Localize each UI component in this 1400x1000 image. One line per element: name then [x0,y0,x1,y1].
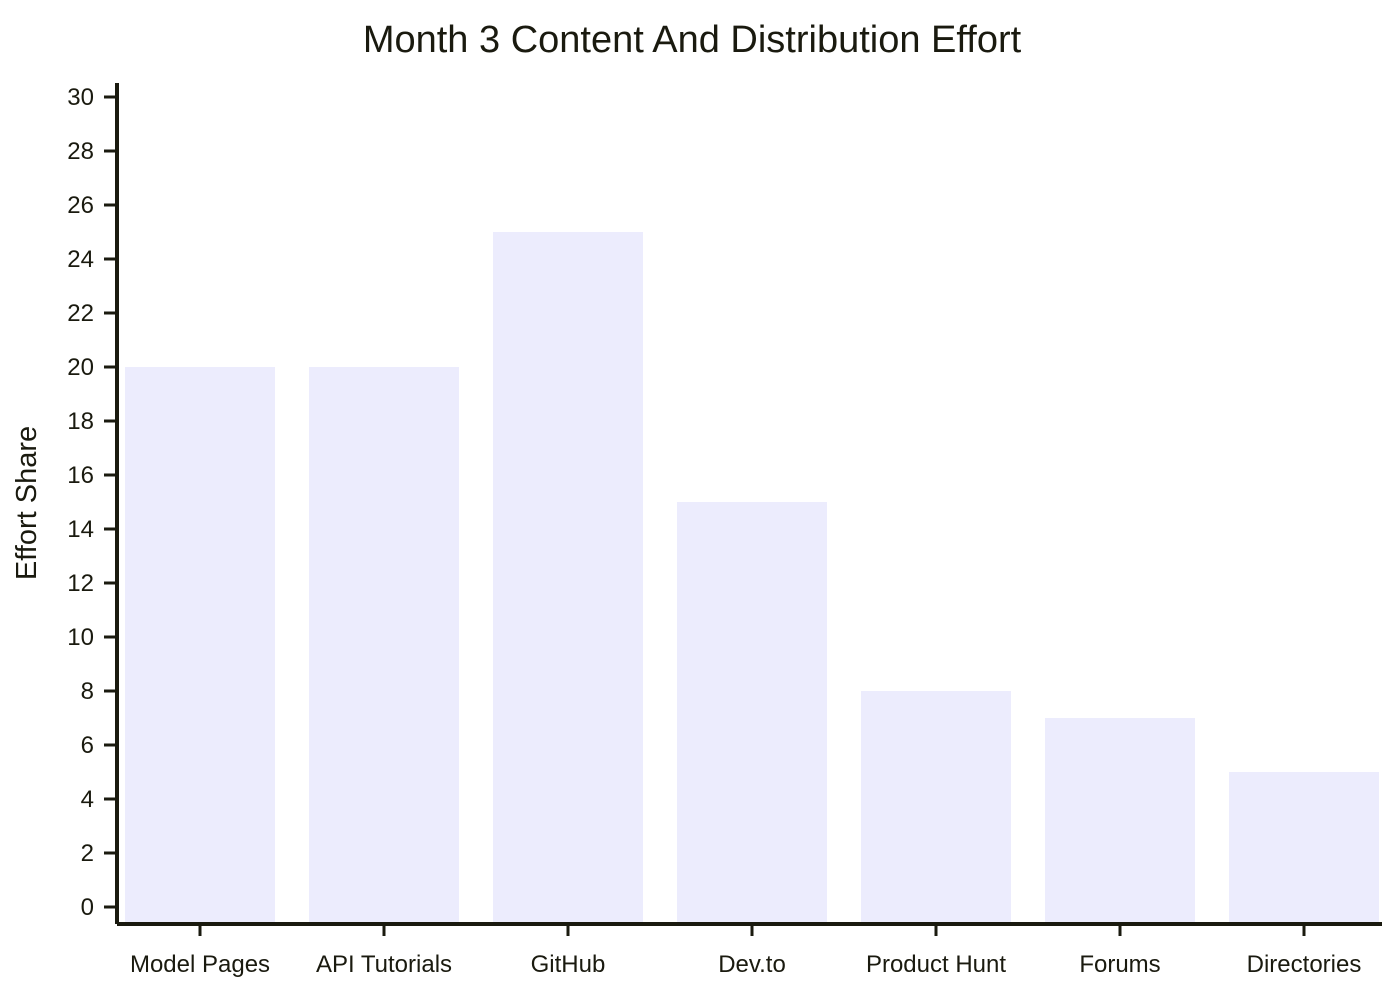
y-tick-label: 20 [67,354,94,381]
x-tick-label: Forums [1079,951,1160,978]
chart-title: Month 3 Content And Distribution Effort [363,19,1022,61]
y-axis-label: Effort Share [11,426,43,580]
y-tick-label: 0 [81,894,94,921]
y-tick-label: 24 [67,246,94,273]
y-tick-label: 22 [67,300,94,327]
x-tick-label: GitHub [531,951,606,978]
x-tick-label: Product Hunt [866,951,1006,978]
y-tick-label: 16 [67,462,94,489]
x-tick-label: Model Pages [130,951,270,978]
x-tick-label: Directories [1247,951,1362,978]
y-tick-label: 12 [67,570,94,597]
y-tick-label: 14 [67,516,94,543]
bars-group [125,232,1379,922]
bar-model-pages [125,367,275,922]
y-tick-label: 28 [67,138,94,165]
bar-api-tutorials [309,367,459,922]
y-tick-label: 26 [67,192,94,219]
x-axis-ticks: Model Pages API Tutorials GitHub Dev.to Prod… [130,924,1361,978]
y-tick-label: 6 [81,732,94,759]
y-tick-label: 8 [81,678,94,705]
y-tick-label: 18 [67,408,94,435]
bar-product-hunt [861,691,1011,922]
bar-directories [1229,772,1379,922]
y-tick-label: 30 [67,84,94,111]
bar-dev-to [677,502,827,922]
y-tick-label: 4 [81,786,94,813]
y-tick-label: 10 [67,624,94,651]
x-tick-label: Dev.to [718,951,786,978]
y-tick-label: 2 [81,840,94,867]
bar-forums [1045,718,1195,922]
bar-github [493,232,643,922]
x-tick-label: API Tutorials [316,951,452,978]
